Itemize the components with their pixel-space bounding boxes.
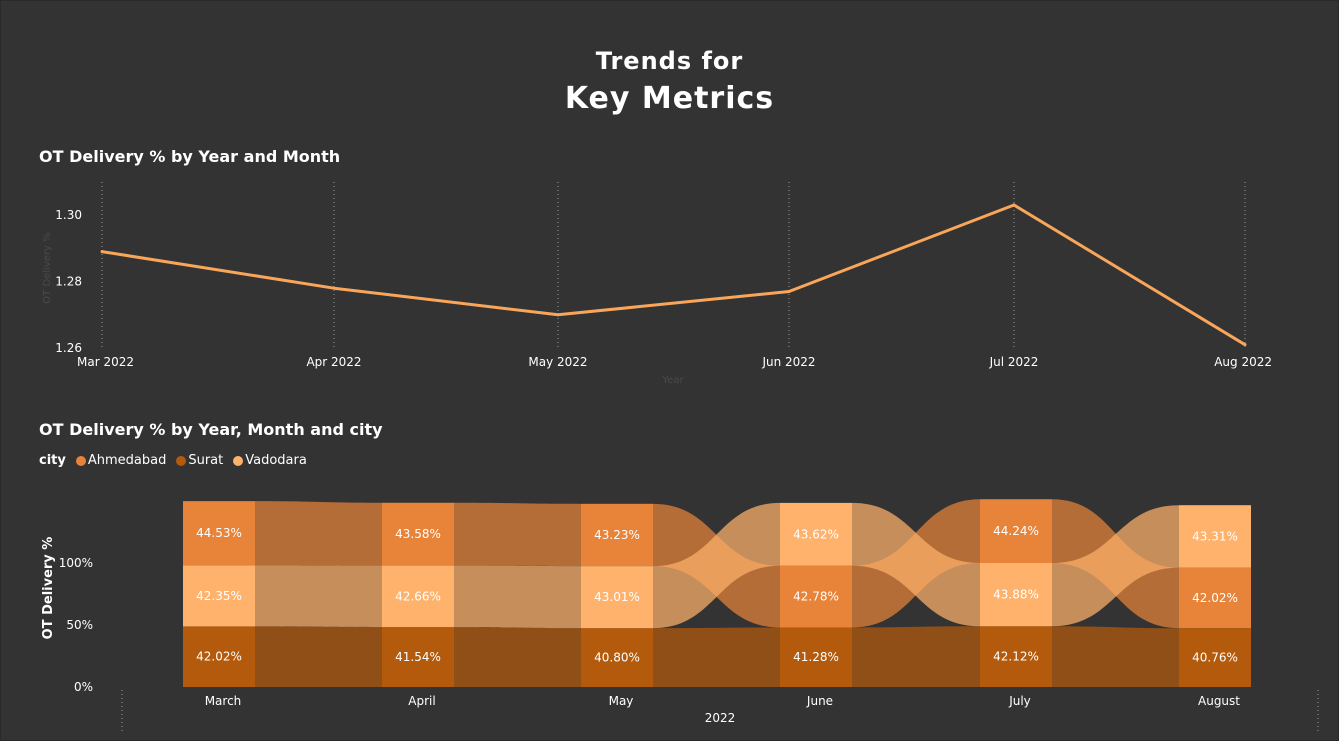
ribbon-bar-vadodara-0 [183,565,255,627]
ribbon-xtick-0: March [205,694,242,708]
ribbon-band-vadodara-0 [255,565,382,628]
ribbon-label-surat-0: 42.02% [196,650,242,664]
ribbon-label-ahmedabad-3: 42.78% [793,590,839,604]
ribbon-bar-ahmedabad-4 [980,499,1052,563]
line-ytick-1: 1.28 [55,275,82,289]
ribbon-bar-vadodara-4 [980,563,1052,627]
ribbon-label-surat-4: 42.12% [993,650,1039,664]
legend-title: city [39,453,66,468]
ribbon-label-ahmedabad-2: 43.23% [594,528,640,542]
line-xtick-4: Jul 2022 [989,355,1039,369]
ribbon-label-vadodara-5: 43.31% [1192,529,1238,543]
ribbon-band-ahmedabad-1 [454,502,581,567]
line-point-0 [100,250,104,254]
page-title-line2: Key Metrics [564,81,775,116]
ribbon-ytick-1: 50% [66,618,93,632]
line-point-5 [1243,343,1247,347]
ribbon-band-surat-4 [1052,626,1179,687]
ribbon-label-vadodara-0: 42.35% [196,589,242,603]
ribbon-label-ahmedabad-0: 44.53% [196,526,242,540]
ribbon-bar-vadodara-2 [581,566,653,629]
legend-item-vadodara[interactable]: Vadodara [233,453,307,468]
ribbon-bar-surat-1 [382,627,454,687]
legend-label-surat: Surat [188,453,224,468]
ribbon-band-surat-2 [653,627,780,687]
legend-dot-ahmedabad [75,455,86,466]
line-xtick-1: Apr 2022 [306,355,361,369]
page-title-line1: Trends for [595,47,744,75]
line-point-2 [556,313,560,317]
line-xtick-3: Jun 2022 [761,355,815,369]
ribbon-bar-surat-3 [780,627,852,687]
line-xtick-0: Mar 2022 [77,355,134,369]
ribbon-band-vadodara-4 [1052,505,1179,627]
ribbon-bar-ahmedabad-3 [780,565,852,628]
ribbon-bar-vadodara-5 [1179,505,1251,568]
ribbon-band-ahmedabad-0 [255,501,382,566]
ribbon-label-vadodara-3: 43.62% [793,527,839,541]
ribbon-bar-ahmedabad-5 [1179,567,1251,629]
ribbon-bar-surat-0 [183,626,255,687]
line-point-1 [332,286,336,290]
line-xtick-2: May 2022 [528,355,587,369]
line-point-3 [787,289,791,293]
ribbon-label-ahmedabad-4: 44.24% [993,524,1039,538]
line-ytick-0: 1.26 [55,341,82,355]
ribbon-xlabel: 2022 [705,711,736,725]
ribbon-label-surat-5: 40.76% [1192,651,1238,665]
ribbon-bar-surat-2 [581,628,653,687]
line-ylabel: OT Delivery % [42,232,53,303]
ribbon-chart-title: OT Delivery % by Year, Month and city [39,420,383,439]
ribbon-label-surat-2: 40.80% [594,651,640,665]
ribbon-label-surat-3: 41.28% [793,650,839,664]
ribbon-label-vadodara-2: 43.01% [594,590,640,604]
line-ytick-2: 1.30 [55,208,82,222]
ribbon-bar-surat-5 [1179,628,1251,687]
ribbon-xtick-2: May [609,694,634,708]
ribbon-xtick-5: August [1198,694,1240,708]
ribbon-chart[interactable]: 0% 50% 100%OT Delivery % 44.53% 42.02% 42.35%… [0,480,1339,741]
line-xlabel: Year [661,375,684,386]
ribbon-band-vadodara-2 [653,502,780,629]
ribbon-xtick-1: April [408,694,435,708]
ribbon-band-vadodara-1 [454,565,581,629]
ribbon-bar-ahmedabad-2 [581,503,653,567]
legend-dot-surat [176,455,187,466]
ribbon-ytick-2: 100% [59,556,93,570]
line-series [101,203,1246,346]
legend-item-ahmedabad[interactable]: Ahmedabad [75,453,167,468]
ribbon-bar-vadodara-1 [382,565,454,628]
ribbon-legend: city Ahmedabad Surat Vadodara [39,453,311,468]
ribbon-bar-ahmedabad-1 [382,502,454,566]
ribbon-xtick-3: June [806,694,833,708]
legend-dot-vadodara [233,455,244,466]
ribbon-ytick-0: 0% [74,680,93,694]
ribbon-band-vadodara-3 [852,502,980,627]
line-chart-title: OT Delivery % by Year and Month [39,147,341,166]
ribbon-label-surat-1: 41.54% [395,650,441,664]
ribbon-band-surat-3 [852,626,980,687]
ribbon-bar-ahmedabad-0 [183,501,255,566]
ribbon-label-ahmedabad-5: 42.02% [1192,591,1238,605]
line-point-4 [1012,203,1016,207]
ribbon-label-vadodara-1: 42.66% [395,589,441,603]
legend-label-vadodara: Vadodara [245,453,307,468]
ribbon-label-vadodara-4: 43.88% [993,588,1039,602]
ribbon-band-surat-0 [255,626,382,687]
ribbon-bar-vadodara-3 [780,502,852,566]
ribbon-band-surat-1 [454,627,581,687]
ribbon-ylabel: OT Delivery % [41,537,56,640]
legend-item-surat[interactable]: Surat [176,453,223,468]
ribbon-bar-surat-4 [980,626,1052,687]
line-xtick-5: Aug 2022 [1214,355,1272,369]
ribbon-label-ahmedabad-1: 43.58% [395,527,441,541]
ribbon-xtick-4: July [1008,694,1031,708]
legend-label-ahmedabad: Ahmedabad [87,453,167,468]
